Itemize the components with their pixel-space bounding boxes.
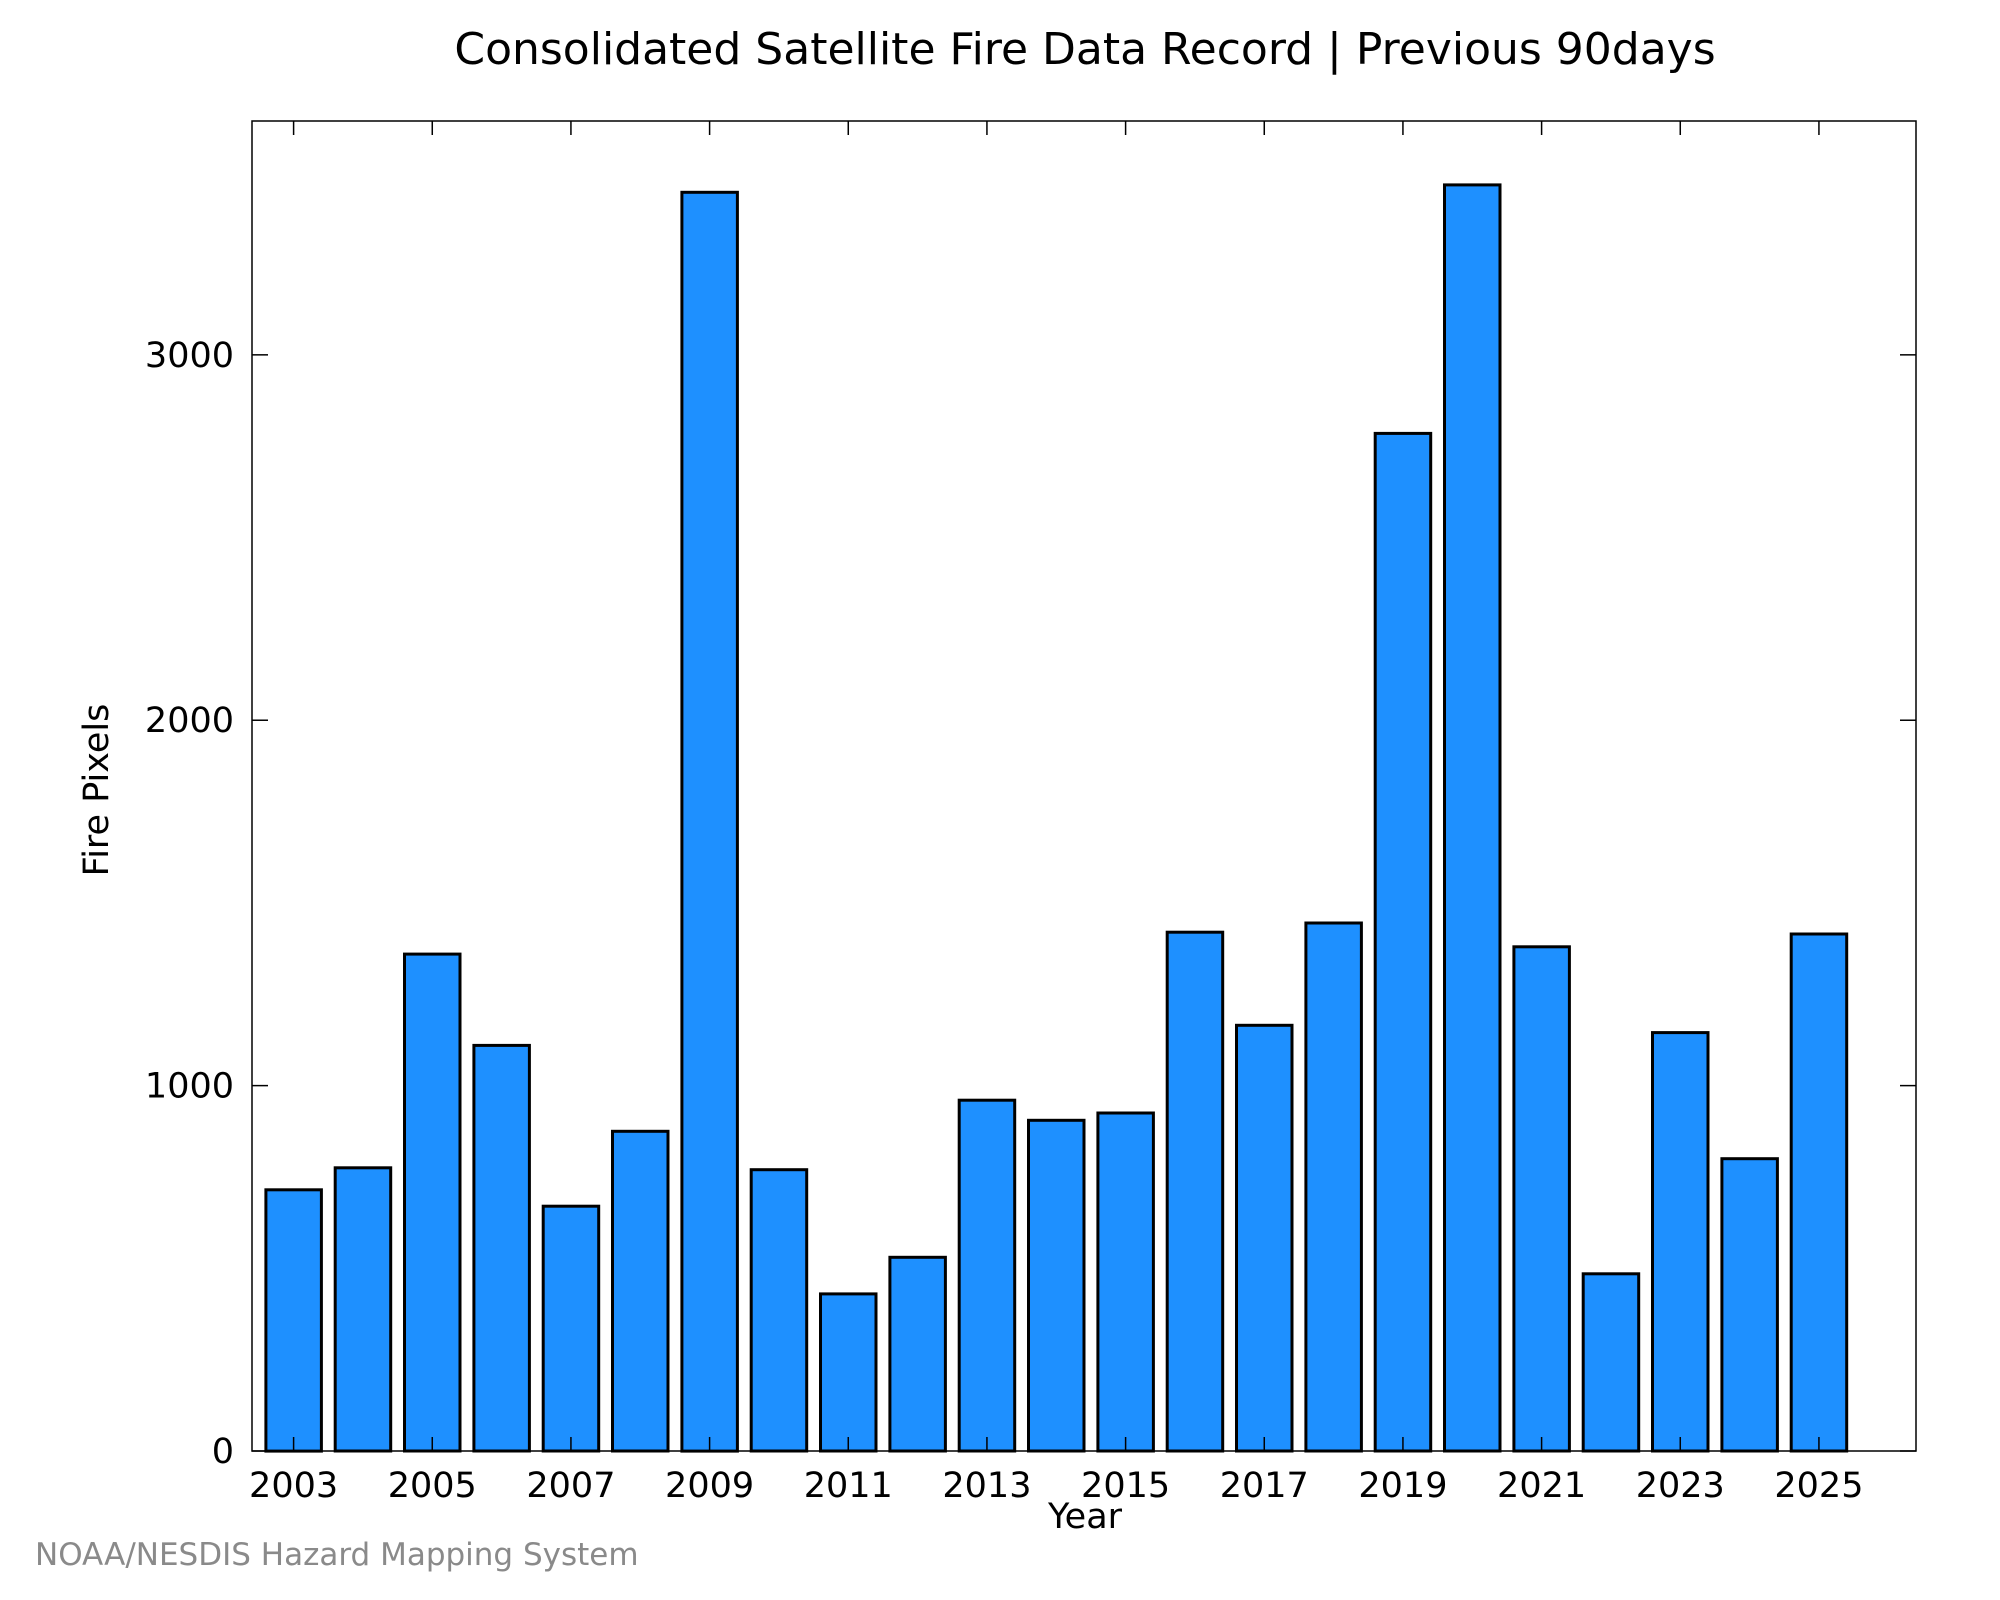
bar-2020 xyxy=(1443,183,1502,1453)
x-axis-label: Year xyxy=(1047,1497,1123,1537)
bar-2010 xyxy=(749,1168,809,1453)
y-tick-label-0: 0 xyxy=(212,1432,234,1472)
y-tick-label-3000: 3000 xyxy=(145,336,234,376)
credit-text: NOAA/NESDIS Hazard Mapping System xyxy=(35,1537,639,1573)
x-tick-label-2005: 2005 xyxy=(388,1466,477,1506)
y-tick-label-1000: 1000 xyxy=(145,1067,234,1107)
bar-2023 xyxy=(1651,1031,1710,1453)
bar-2021 xyxy=(1512,945,1571,1453)
x-tick-label-2017: 2017 xyxy=(1220,1466,1309,1506)
bar-2007 xyxy=(541,1204,601,1453)
bar-2015 xyxy=(1096,1111,1155,1453)
x-tick-label-2011: 2011 xyxy=(804,1466,893,1506)
bar-2013 xyxy=(957,1098,1017,1453)
x-tick-label-2009: 2009 xyxy=(665,1466,754,1506)
plot-frame xyxy=(251,120,1917,1452)
x-tick-label-2021: 2021 xyxy=(1497,1466,1586,1506)
bar-2017 xyxy=(1235,1023,1294,1453)
bar-2016 xyxy=(1165,930,1225,1453)
bar-2004 xyxy=(333,1166,393,1453)
x-tick-label-2015: 2015 xyxy=(1081,1466,1170,1506)
x-tick-label-2003: 2003 xyxy=(249,1466,338,1506)
bar-2009 xyxy=(680,190,739,1453)
bar-2005 xyxy=(403,952,462,1453)
y-axis-label: Fire Pixels xyxy=(77,704,117,877)
bar-2012 xyxy=(888,1255,947,1453)
x-tick-label-2023: 2023 xyxy=(1636,1466,1725,1506)
bar-2025 xyxy=(1789,932,1849,1453)
x-tick-label-2013: 2013 xyxy=(942,1466,1031,1506)
bar-2024 xyxy=(1720,1157,1779,1453)
axis-ticks-group: 2003 2005 2007 2009 2011 2013 2015 2017 2019 2021… xyxy=(145,121,1916,1506)
bar-2008 xyxy=(611,1129,670,1453)
x-tick-label-2007: 2007 xyxy=(526,1466,615,1506)
bar-2019 xyxy=(1373,431,1433,1453)
y-tick-label-2000: 2000 xyxy=(145,701,234,741)
bar-2014 xyxy=(1027,1118,1086,1453)
bars-group xyxy=(264,183,1849,1453)
chart-title: Consolidated Satellite Fire Data Record … xyxy=(454,24,1715,75)
bar-2003 xyxy=(264,1188,323,1453)
bar-2011 xyxy=(819,1292,878,1453)
x-tick-label-2025: 2025 xyxy=(1774,1466,1863,1506)
bar-2006 xyxy=(472,1043,531,1453)
bar-2022 xyxy=(1581,1272,1641,1453)
bar-2018 xyxy=(1304,921,1363,1453)
x-tick-label-2019: 2019 xyxy=(1358,1466,1447,1506)
